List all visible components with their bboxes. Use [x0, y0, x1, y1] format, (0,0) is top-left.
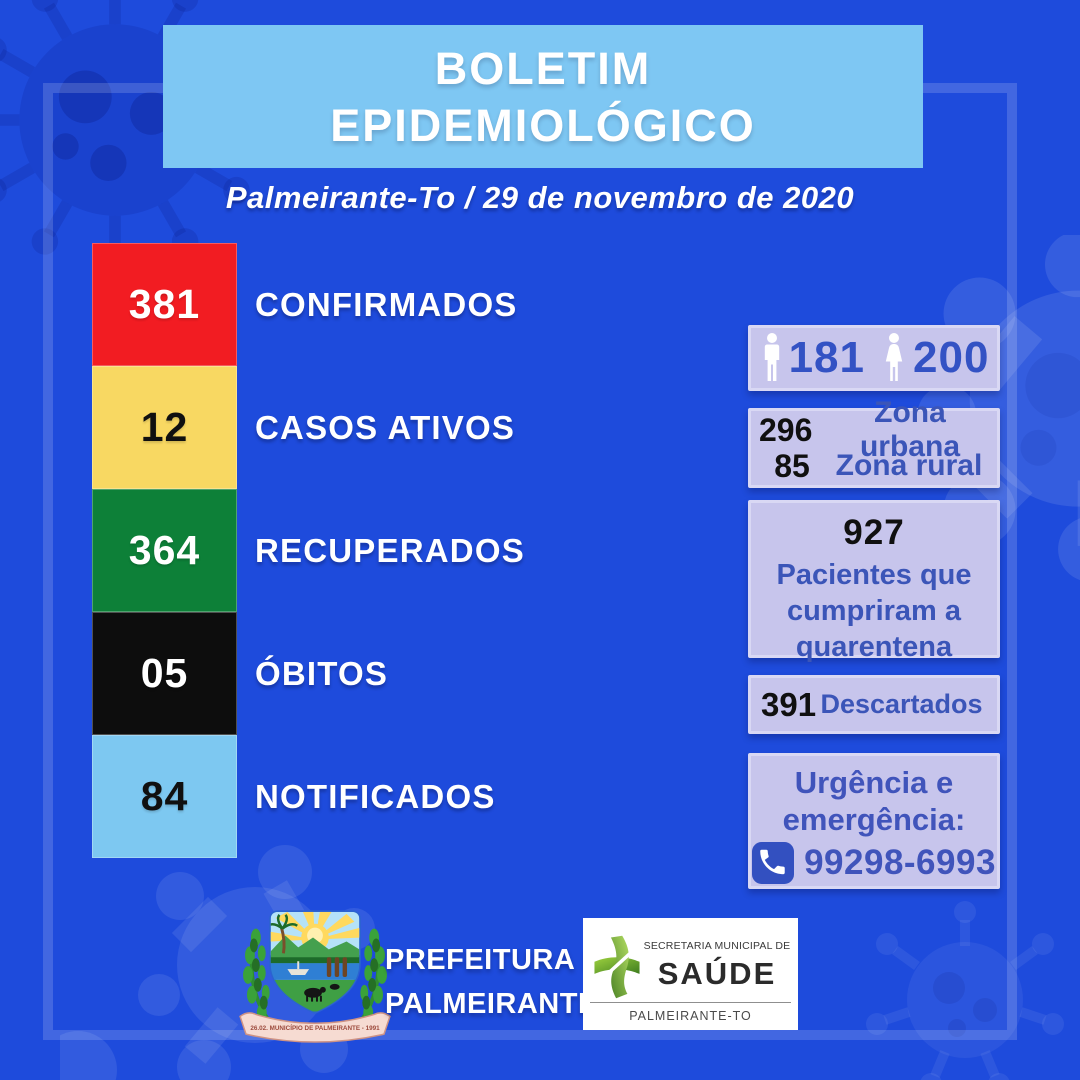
title-banner: BOLETIM EPIDEMIOLÓGICO: [163, 25, 923, 168]
stat-label: ÓBITOS: [255, 654, 389, 692]
stat-label: CONFIRMADOS: [255, 285, 518, 323]
zone-row-rural: 85 Zona rural: [757, 448, 991, 484]
health-secretariat-logo: SECRETARIA MUNICIPAL DE SAÚDE PALMEIRANT…: [583, 918, 798, 1030]
secretaria-line-big: SAÚDE: [657, 956, 777, 991]
title-line-1: BOLETIM: [434, 42, 652, 94]
stat-value-box: 381: [92, 243, 237, 366]
secretaria-city: PALMEIRANTE-TO: [629, 1009, 752, 1023]
title-line-2: EPIDEMIOLÓGICO: [330, 99, 756, 151]
stat-value: 12: [140, 404, 189, 450]
stat-row-confirmados: 381 CONFIRMADOS: [92, 243, 525, 366]
stat-label: CASOS ATIVOS: [255, 408, 516, 446]
stat-value-box: 05: [92, 612, 237, 735]
stat-label: NOTIFICADOS: [255, 777, 496, 815]
crest-banner-text: 26.02. MUNICÍPIO DE PALMEIRANTE - 1991: [250, 1023, 380, 1032]
stat-value: 381: [128, 281, 201, 327]
male-icon: [764, 333, 779, 381]
female-icon: [885, 333, 903, 381]
zone-row-urbana: 296 Zona urbana: [757, 396, 991, 463]
quarantine-panel: 927 Pacientes que cumpriram a quarentena: [748, 500, 1000, 663]
stat-label: RECUPERADOS: [255, 531, 525, 569]
stat-row-obitos: 05 ÓBITOS: [92, 612, 525, 735]
discarded-label: Descartados: [820, 689, 983, 719]
discarded-value: 391: [761, 685, 817, 723]
stat-value-box: 84: [92, 735, 237, 858]
gender-panel: 181 200: [748, 325, 1000, 391]
stat-value: 84: [140, 773, 189, 819]
male-count: 181: [788, 333, 865, 382]
crest-ribbon: 26.02. MUNICÍPIO DE PALMEIRANTE - 1991: [239, 1012, 391, 1043]
discarded-panel: 391 Descartados: [748, 675, 1000, 734]
emergency-label-line1: Urgência e: [794, 765, 954, 800]
stat-value-box: 364: [92, 489, 237, 612]
zone-value: 296: [759, 411, 813, 448]
emergency-panel: Urgência e emergência: 99298-6993: [748, 753, 1000, 889]
quarantine-label: Pacientes que cumpriram a quarentena: [776, 559, 972, 663]
stat-value: 05: [140, 650, 189, 696]
zones-panel: 296 Zona urbana 85 Zona rural: [748, 396, 1000, 488]
stat-row-recuperados: 364 RECUPERADOS: [92, 489, 525, 612]
zone-label: Zona urbana: [859, 396, 961, 463]
health-cross-icon: [594, 935, 640, 999]
crest-branches: [243, 928, 387, 1026]
phone-icon: [752, 842, 795, 884]
secretaria-line-small: SECRETARIA MUNICIPAL DE: [643, 940, 791, 952]
emergency-phone-row: 99298-6993: [751, 842, 997, 884]
location-date-subtitle: Palmeirante-To / 29 de novembro de 2020: [225, 180, 855, 215]
quarantine-value: 927: [843, 513, 905, 552]
stat-value: 364: [128, 527, 201, 573]
zone-label: Zona rural: [835, 449, 983, 482]
stat-row-casos-ativos: 12 CASOS ATIVOS: [92, 366, 525, 489]
stat-row-notificados: 84 NOTIFICADOS: [92, 735, 525, 858]
city-crest-logo: 26.02. MUNICÍPIO DE PALMEIRANTE - 1991: [239, 910, 391, 1043]
female-count: 200: [913, 333, 990, 382]
emergency-label-line2: emergência:: [782, 802, 966, 837]
secretaria-divider: [590, 1002, 791, 1003]
stat-value-box: 12: [92, 366, 237, 489]
stats-column: 381 CONFIRMADOS 12 CASOS ATIVOS 364 RECU…: [92, 243, 525, 858]
zone-value: 85: [774, 447, 810, 484]
emergency-phone-number: 99298-6993: [804, 843, 996, 882]
